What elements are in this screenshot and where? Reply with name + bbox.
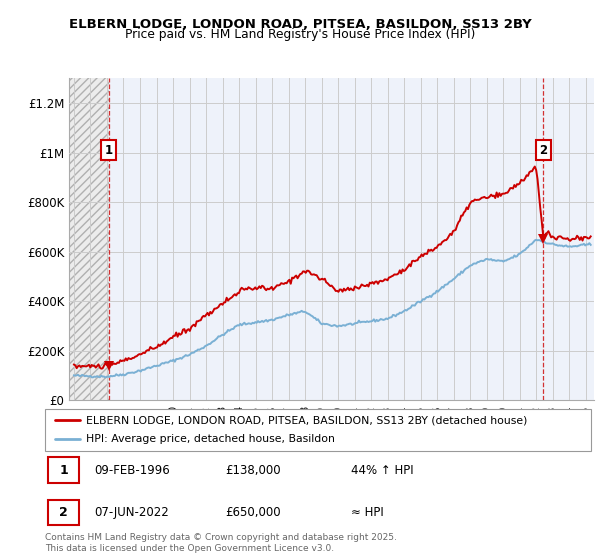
Text: ELBERN LODGE, LONDON ROAD, PITSEA, BASILDON, SS13 2BY: ELBERN LODGE, LONDON ROAD, PITSEA, BASIL…	[68, 18, 532, 31]
Text: £138,000: £138,000	[225, 464, 281, 477]
FancyBboxPatch shape	[48, 458, 79, 483]
Text: 2: 2	[539, 144, 548, 157]
Text: ELBERN LODGE, LONDON ROAD, PITSEA, BASILDON, SS13 2BY (detached house): ELBERN LODGE, LONDON ROAD, PITSEA, BASIL…	[86, 415, 527, 425]
Text: 1: 1	[105, 144, 113, 157]
FancyBboxPatch shape	[45, 409, 591, 451]
Text: £650,000: £650,000	[225, 506, 281, 519]
Text: 07-JUN-2022: 07-JUN-2022	[94, 506, 169, 519]
Text: 1: 1	[59, 464, 68, 477]
Text: 09-FEB-1996: 09-FEB-1996	[94, 464, 170, 477]
Text: ≈ HPI: ≈ HPI	[351, 506, 383, 519]
Text: Contains HM Land Registry data © Crown copyright and database right 2025.
This d: Contains HM Land Registry data © Crown c…	[45, 533, 397, 553]
Bar	[69, 78, 109, 400]
Text: HPI: Average price, detached house, Basildon: HPI: Average price, detached house, Basi…	[86, 435, 335, 445]
FancyBboxPatch shape	[48, 500, 79, 525]
Text: 44% ↑ HPI: 44% ↑ HPI	[351, 464, 413, 477]
Text: Price paid vs. HM Land Registry's House Price Index (HPI): Price paid vs. HM Land Registry's House …	[125, 28, 475, 41]
Text: 2: 2	[59, 506, 68, 519]
